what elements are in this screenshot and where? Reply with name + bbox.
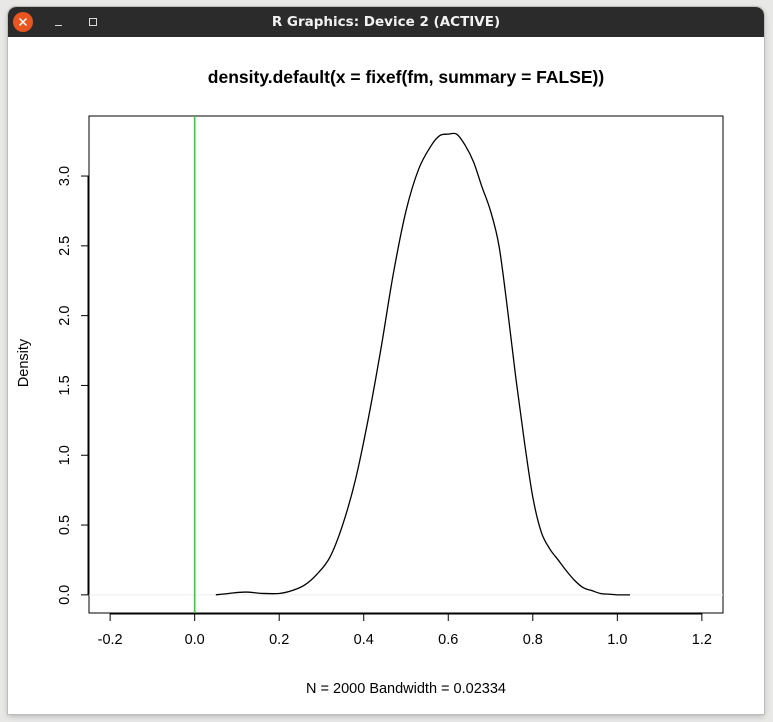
x-tick-label: 1.0 xyxy=(607,632,627,648)
window-title: R Graphics: Device 2 (ACTIVE) xyxy=(271,14,501,30)
density-chart: density.default(x = fixef(fm, summary = … xyxy=(16,67,724,697)
y-tick-label: 0.0 xyxy=(57,585,73,605)
title-bar[interactable]: R Graphics: Device 2 (ACTIVE) xyxy=(8,7,764,37)
x-tick-label: 0.2 xyxy=(269,632,289,648)
x-axis-label: N = 2000 Bandwidth = 0.02334 xyxy=(306,681,506,697)
close-icon xyxy=(18,17,28,27)
x-tick-label: 0.6 xyxy=(438,632,458,648)
x-tick-label: 0.8 xyxy=(523,632,543,648)
y-tick-label: 2.0 xyxy=(57,306,73,326)
y-tick-label: 0.5 xyxy=(57,515,73,535)
maximize-button[interactable] xyxy=(84,13,102,31)
y-tick-label: 2.5 xyxy=(57,236,73,256)
minimize-button[interactable] xyxy=(50,13,68,31)
y-axis-label: Density xyxy=(16,338,32,387)
x-tick-label: 0.0 xyxy=(185,632,205,648)
plot-area: density.default(x = fixef(fm, summary = … xyxy=(8,37,764,714)
chart-title: density.default(x = fixef(fm, summary = … xyxy=(208,67,604,87)
density-curve xyxy=(215,132,631,596)
r-graphics-window: R Graphics: Device 2 (ACTIVE) density.de… xyxy=(8,7,764,714)
close-button[interactable] xyxy=(13,12,33,32)
y-tick-label: 3.0 xyxy=(57,166,73,186)
x-tick-label: 1.2 xyxy=(692,632,712,648)
y-tick-label: 1.5 xyxy=(57,375,73,395)
x-tick-label: -0.2 xyxy=(98,632,123,648)
x-tick-label: 0.4 xyxy=(354,632,374,648)
plot-frame xyxy=(88,115,724,614)
y-tick-label: 1.0 xyxy=(57,445,73,465)
